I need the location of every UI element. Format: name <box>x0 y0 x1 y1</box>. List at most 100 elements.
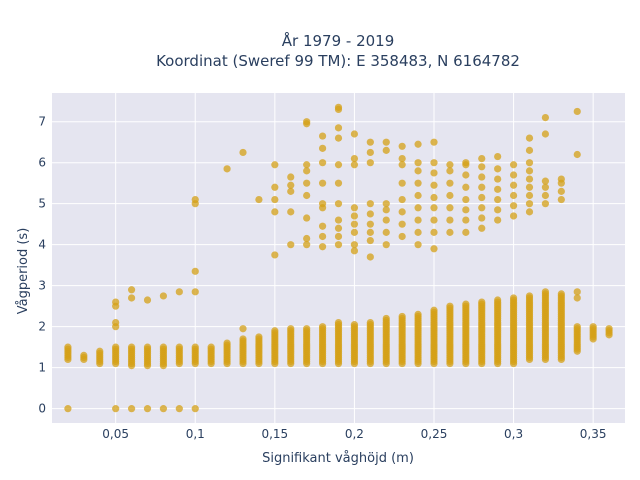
data-point <box>509 161 518 169</box>
data-point <box>334 134 343 142</box>
data-point <box>398 161 406 169</box>
data-point <box>303 214 311 222</box>
data-point <box>478 173 486 181</box>
data-point <box>430 228 438 236</box>
data-point <box>175 288 183 296</box>
data-point <box>462 228 470 236</box>
chart-title-line2: Koordinat (Sweref 99 TM): E 358483, N 61… <box>156 52 520 70</box>
data-point <box>127 343 136 351</box>
data-point <box>462 183 470 191</box>
data-point <box>318 179 327 187</box>
data-point <box>398 195 406 204</box>
data-point <box>255 333 263 341</box>
data-point <box>143 296 152 304</box>
data-point <box>318 132 327 140</box>
data-point <box>366 318 374 327</box>
data-point <box>462 216 470 224</box>
data-point <box>541 288 550 296</box>
data-point <box>334 124 343 132</box>
data-point <box>430 204 438 212</box>
data-point <box>382 228 390 236</box>
data-point <box>303 161 311 169</box>
data-point <box>494 216 502 224</box>
data-point <box>478 193 486 202</box>
data-point <box>350 212 359 220</box>
data-point <box>494 165 502 173</box>
y-tick-label: 2 <box>38 320 46 334</box>
data-point <box>382 241 390 249</box>
data-point <box>414 310 422 318</box>
data-point <box>462 195 470 204</box>
data-point <box>446 167 454 175</box>
data-point <box>414 204 422 212</box>
data-point <box>207 343 215 351</box>
y-tick-label: 6 <box>38 156 46 170</box>
data-point <box>366 253 374 261</box>
y-axis-label: Vågperiod (s) <box>16 228 31 315</box>
data-point <box>127 286 136 294</box>
data-point <box>287 187 295 195</box>
data-point <box>398 179 406 187</box>
data-point <box>287 181 295 189</box>
data-point <box>334 200 343 208</box>
x-tick-label: 0,1 <box>186 427 205 441</box>
data-point <box>494 206 502 214</box>
data-point <box>366 210 374 218</box>
data-point <box>112 405 120 413</box>
chart-title-line1: År 1979 - 2019 <box>282 31 395 50</box>
data-point <box>398 220 406 228</box>
data-point <box>573 288 581 296</box>
data-point <box>64 343 72 351</box>
data-point <box>366 228 374 236</box>
data-point <box>159 292 168 300</box>
data-point <box>446 204 454 212</box>
data-point <box>303 179 311 187</box>
data-point <box>414 167 422 175</box>
data-point <box>334 232 343 241</box>
data-point <box>446 179 454 187</box>
data-point <box>414 191 422 200</box>
data-point <box>239 335 247 343</box>
data-point <box>478 298 486 306</box>
data-point <box>80 351 88 359</box>
data-point <box>446 228 454 236</box>
data-point <box>573 150 581 159</box>
data-point <box>478 204 486 212</box>
data-point <box>446 161 454 169</box>
y-tick-label: 4 <box>38 238 46 252</box>
data-point <box>462 171 470 179</box>
data-point <box>239 148 247 157</box>
data-point <box>573 323 581 331</box>
data-point <box>430 181 438 189</box>
data-point <box>334 216 343 224</box>
x-tick-label: 0,05 <box>102 427 129 441</box>
data-point <box>446 302 454 310</box>
data-point <box>112 343 120 351</box>
data-point <box>318 243 327 251</box>
data-point <box>287 208 295 216</box>
data-point <box>462 300 470 308</box>
data-point <box>382 206 390 214</box>
data-point <box>398 232 406 241</box>
data-point <box>541 200 550 208</box>
y-tick-label: 0 <box>38 402 46 416</box>
plot-background <box>52 93 625 423</box>
data-point <box>509 202 518 210</box>
data-point <box>191 267 199 275</box>
data-point <box>398 312 406 321</box>
data-point <box>350 321 359 329</box>
data-points <box>64 103 613 413</box>
data-point <box>96 347 104 355</box>
y-tick-label: 5 <box>38 197 46 211</box>
data-point <box>525 134 534 142</box>
data-point <box>223 339 231 347</box>
data-point <box>366 236 374 245</box>
x-tick-label: 0,2 <box>345 427 364 441</box>
data-point <box>159 405 168 413</box>
data-point <box>414 159 422 167</box>
data-point <box>366 220 374 228</box>
data-point <box>478 224 486 232</box>
data-point <box>127 294 136 302</box>
data-point <box>303 191 311 200</box>
data-point <box>334 241 343 249</box>
